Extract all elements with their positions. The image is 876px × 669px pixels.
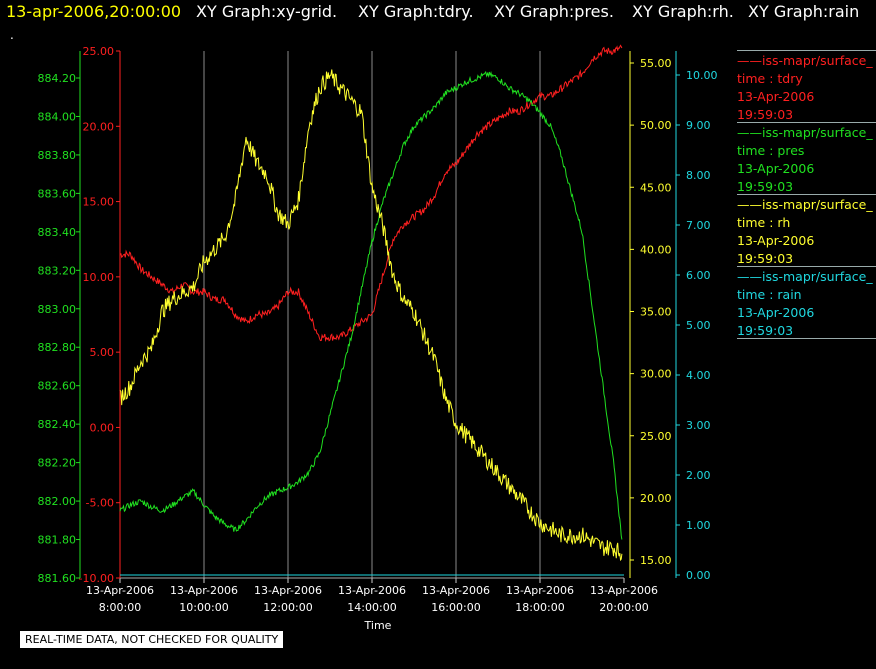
header-title-rh: XY Graph:rh. — [632, 2, 734, 21]
pres-tick-label: 882.40 — [38, 418, 77, 431]
legend-date: 13-Apr-2006 — [737, 89, 815, 104]
x-tick-date: 13-Apr-2006 — [170, 584, 238, 597]
x-tick-time: 8:00:00 — [99, 601, 141, 614]
pres-tick-label: 881.60 — [38, 572, 77, 585]
legend-time: 19:59:03 — [737, 179, 794, 194]
rh-tick-label: 55.00 — [640, 57, 672, 70]
rh-tick-label: 25.00 — [640, 430, 672, 443]
rh-tick-label: 35.00 — [640, 306, 672, 319]
legend-source: ——iss-mapr/surface_ — [737, 125, 873, 140]
rh-tick-label: 15.00 — [640, 554, 672, 567]
x-tick-date: 13-Apr-2006 — [506, 584, 574, 597]
rain-tick-label: 5.00 — [686, 319, 711, 332]
x-tick-date: 13-Apr-2006 — [86, 584, 154, 597]
rain-tick-label: 4.00 — [686, 369, 711, 382]
legend-separator — [737, 194, 876, 195]
legend-source: ——iss-mapr/surface_ — [737, 197, 873, 212]
header-title-tdry: XY Graph:tdry. — [358, 2, 474, 21]
pres-tick-label: 883.00 — [38, 303, 77, 316]
legend-var: time : tdry — [737, 71, 803, 86]
tdry-tick-label: -10.00 — [79, 572, 114, 585]
legend-time: 19:59:03 — [737, 107, 794, 122]
legend-date: 13-Apr-2006 — [737, 305, 815, 320]
pres-tick-label: 882.60 — [38, 380, 77, 393]
rh-tick-label: 50.00 — [640, 119, 672, 132]
series-rh — [119, 69, 623, 562]
x-tick-time: 16:00:00 — [431, 601, 480, 614]
x-tick-date: 13-Apr-2006 — [590, 584, 658, 597]
legend-time: 19:59:03 — [737, 251, 794, 266]
legend-date: 13-Apr-2006 — [737, 233, 815, 248]
pres-tick-label: 883.60 — [38, 187, 77, 200]
x-tick-time: 14:00:00 — [347, 601, 396, 614]
x-tick-date: 13-Apr-2006 — [254, 584, 322, 597]
rh-tick-label: 30.00 — [640, 368, 672, 381]
legend-time: 19:59:03 — [737, 323, 794, 338]
x-tick-time: 18:00:00 — [515, 601, 564, 614]
rain-tick-label: 10.00 — [686, 69, 718, 82]
pres-tick-label: 881.80 — [38, 534, 77, 547]
legend-date: 13-Apr-2006 — [737, 161, 815, 176]
pres-tick-label: 883.40 — [38, 226, 77, 239]
header-title-xy-grid: XY Graph:xy-grid. — [196, 2, 338, 21]
pres-tick-label: 884.20 — [38, 72, 77, 85]
x-tick-time: 10:00:00 — [179, 601, 228, 614]
rain-tick-label: 3.00 — [686, 419, 711, 432]
series-tdry — [119, 44, 623, 343]
pres-tick-label: 883.20 — [38, 264, 77, 277]
legend-var: time : pres — [737, 143, 805, 158]
legend-separator — [737, 338, 876, 339]
x-tick-time: 12:00:00 — [263, 601, 312, 614]
rain-tick-label: 6.00 — [686, 269, 711, 282]
tdry-tick-label: 20.00 — [83, 120, 115, 133]
pres-tick-label: 884.00 — [38, 110, 77, 123]
tdry-tick-label: 10.00 — [83, 271, 115, 284]
tdry-tick-label: 5.00 — [90, 346, 115, 359]
rain-tick-label: 1.00 — [686, 519, 711, 532]
pres-tick-label: 883.80 — [38, 149, 77, 162]
legend-source: ——iss-mapr/surface_ — [737, 53, 873, 68]
tdry-tick-label: 0.00 — [90, 421, 115, 434]
header: 13-apr-2006,20:00:00 XY Graph:xy-grid. X… — [0, 0, 876, 42]
series-pres — [119, 70, 623, 540]
quality-notice: REAL-TIME DATA, NOT CHECKED FOR QUALITY — [20, 631, 284, 648]
rh-tick-label: 45.00 — [640, 181, 672, 194]
legend-var: time : rain — [737, 287, 802, 302]
rain-tick-label: 7.00 — [686, 219, 711, 232]
legend-var: time : rh — [737, 215, 791, 230]
tdry-tick-label: 15.00 — [83, 196, 115, 209]
pres-tick-label: 882.00 — [38, 495, 77, 508]
header-dot: . — [10, 28, 14, 42]
x-tick-date: 13-Apr-2006 — [338, 584, 406, 597]
x-axis-label: Time — [364, 619, 392, 632]
legend-separator — [737, 122, 876, 123]
rain-tick-label: 0.00 — [686, 569, 711, 582]
pres-tick-label: 882.20 — [38, 457, 77, 470]
tdry-tick-label: 25.00 — [83, 45, 115, 58]
rain-tick-label: 9.00 — [686, 119, 711, 132]
rain-tick-label: 8.00 — [686, 169, 711, 182]
header-title-rain: XY Graph:rain — [748, 2, 860, 21]
tdry-tick-label: -5.00 — [86, 497, 114, 510]
header-timestamp: 13-apr-2006,20:00:00 — [6, 2, 182, 21]
rh-tick-label: 40.00 — [640, 243, 672, 256]
legend-separator — [737, 50, 876, 51]
pres-tick-label: 882.80 — [38, 341, 77, 354]
legend-source: ——iss-mapr/surface_ — [737, 269, 873, 284]
x-tick-time: 20:00:00 — [599, 601, 648, 614]
rh-tick-label: 20.00 — [640, 492, 672, 505]
header-title-pres: XY Graph:pres. — [494, 2, 614, 21]
legend-separator — [737, 266, 876, 267]
x-tick-date: 13-Apr-2006 — [422, 584, 490, 597]
rain-tick-label: 2.00 — [686, 469, 711, 482]
